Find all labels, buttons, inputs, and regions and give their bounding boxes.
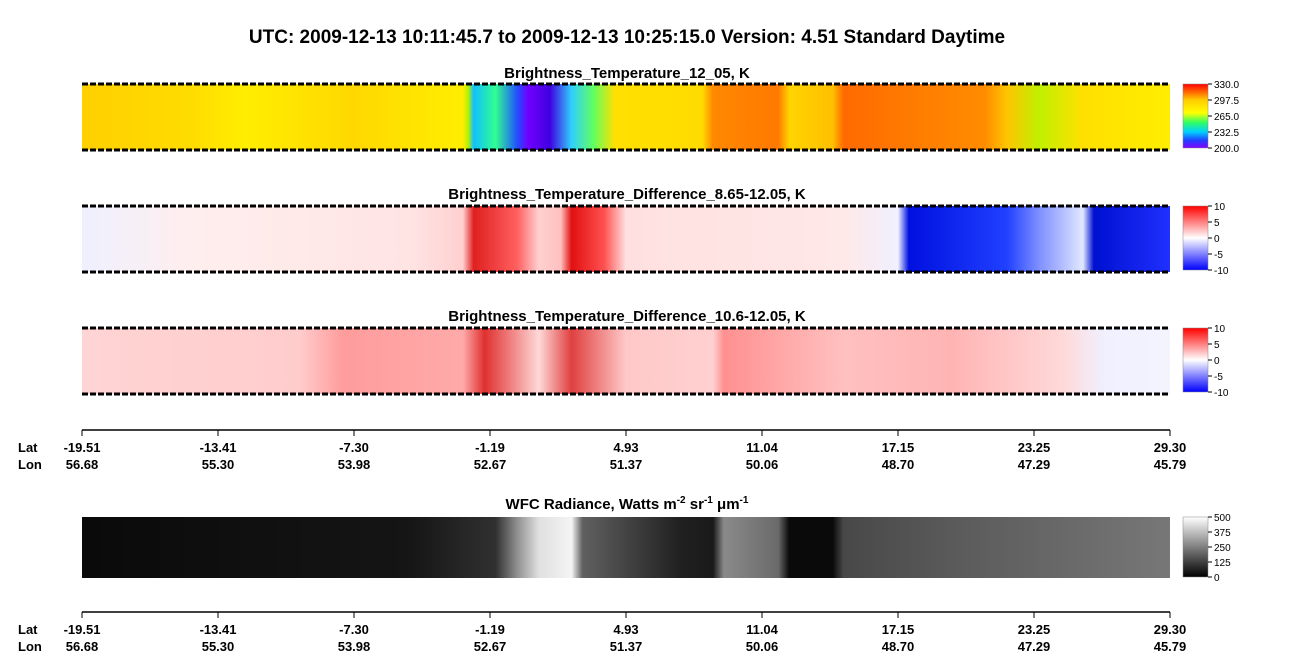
colorbar [1182, 327, 1209, 393]
colorbar-label: -5 [1214, 372, 1223, 383]
colorbar-label: 5 [1214, 340, 1220, 351]
colorbar-label: 125 [1214, 558, 1231, 569]
colorbar-label: 250 [1214, 543, 1231, 554]
lat-label: 23.25 [1018, 440, 1051, 455]
colorbar-label: 10 [1214, 202, 1226, 213]
colorbar [1182, 516, 1209, 578]
lon-label: 53.98 [338, 457, 371, 472]
panel-title: WFC Radiance, Watts m-2 sr-1 μm-1 [506, 495, 749, 513]
lon-label: 48.70 [882, 639, 915, 654]
lat-label: -7.30 [339, 622, 369, 637]
colorbar-label: -10 [1214, 388, 1229, 399]
lon-label: 53.98 [338, 639, 371, 654]
image-strip [82, 517, 1170, 578]
colorbar-label: 500 [1214, 513, 1231, 524]
lat-label: 29.30 [1154, 622, 1187, 637]
lon-label: 51.37 [610, 639, 643, 654]
lat-label: -19.51 [64, 622, 101, 637]
lat-label: 17.15 [882, 440, 915, 455]
colorbar [1182, 83, 1209, 149]
lon-label: 50.06 [746, 457, 779, 472]
title-part: μm [713, 496, 740, 513]
image-strip [82, 84, 1170, 150]
colorbar [1182, 205, 1209, 271]
colorbar-label: 265.0 [1214, 112, 1239, 123]
lon-label: 52.67 [474, 639, 507, 654]
colorbar-label: 5 [1214, 218, 1220, 229]
lat-label: 11.04 [746, 622, 779, 637]
lat-label: -19.51 [64, 440, 101, 455]
colorbar-label: -5 [1214, 250, 1223, 261]
lat-label: 29.30 [1154, 440, 1187, 455]
colorbar-label: 10 [1214, 324, 1226, 335]
title-part: sr [686, 496, 705, 513]
lon-label: 51.37 [610, 457, 643, 472]
panel-title: Brightness_Temperature_Difference_10.6-1… [448, 308, 806, 325]
image-strip [82, 328, 1170, 394]
colorbar-label: 232.5 [1214, 128, 1239, 139]
colorbar-label: 0 [1214, 234, 1220, 245]
colorbar-label: 0 [1214, 573, 1220, 584]
colorbar-label: -10 [1214, 266, 1229, 277]
lat-label: -1.19 [475, 622, 505, 637]
axis-row-label: Lat [18, 622, 38, 637]
title-sup: -1 [704, 495, 713, 506]
title-sup: -1 [740, 495, 749, 506]
lon-label: 47.29 [1018, 457, 1051, 472]
lat-label: 4.93 [613, 440, 638, 455]
lat-label: 23.25 [1018, 622, 1051, 637]
lat-label: -7.30 [339, 440, 369, 455]
lon-label: 45.79 [1154, 639, 1187, 654]
title-sup: -2 [677, 495, 686, 506]
lat-label: -1.19 [475, 440, 505, 455]
lon-label: 50.06 [746, 639, 779, 654]
lat-label: -13.41 [200, 440, 237, 455]
panel-title: Brightness_Temperature_12_05, K [504, 65, 750, 82]
lat-label: -13.41 [200, 622, 237, 637]
image-strip [82, 206, 1170, 272]
lon-label: 45.79 [1154, 457, 1187, 472]
lon-label: 48.70 [882, 457, 915, 472]
lon-label: 55.30 [202, 457, 235, 472]
page-title: UTC: 2009-12-13 10:11:45.7 to 2009-12-13… [249, 27, 1005, 48]
colorbar-label: 330.0 [1214, 80, 1239, 91]
colorbar-label: 200.0 [1214, 144, 1239, 155]
lon-label: 47.29 [1018, 639, 1051, 654]
lat-label: 4.93 [613, 622, 638, 637]
axis-row-label: Lat [18, 440, 38, 455]
lon-label: 52.67 [474, 457, 507, 472]
axis-row-label: Lon [18, 639, 42, 654]
lat-label: 17.15 [882, 622, 915, 637]
lon-label: 55.30 [202, 639, 235, 654]
colorbar-label: 375 [1214, 528, 1231, 539]
panel-title: Brightness_Temperature_Difference_8.65-1… [448, 186, 806, 203]
lat-label: 11.04 [746, 440, 779, 455]
title-part: WFC Radiance, Watts m [506, 496, 677, 513]
colorbar-label: 297.5 [1214, 96, 1239, 107]
lon-label: 56.68 [66, 639, 99, 654]
axis-row-label: Lon [18, 457, 42, 472]
colorbar-label: 0 [1214, 356, 1220, 367]
lon-label: 56.68 [66, 457, 99, 472]
